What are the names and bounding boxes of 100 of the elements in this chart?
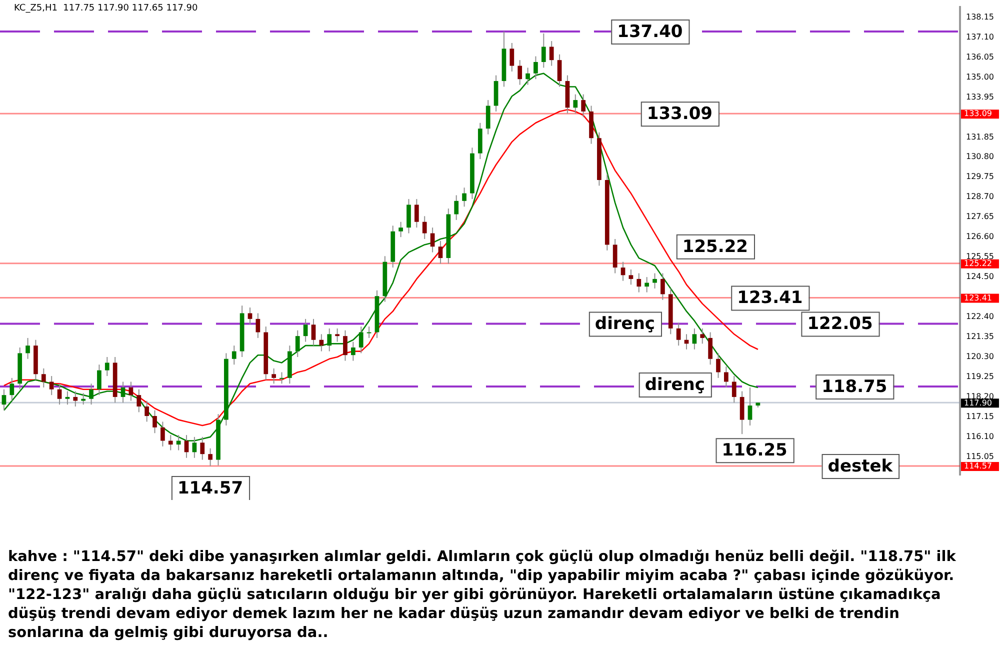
y-tick-label: 120.30 (966, 352, 994, 362)
y-tick-label: 119.25 (966, 372, 994, 382)
ref-line-label: 122.05 (807, 314, 873, 334)
candlestick (358, 326, 364, 354)
candlestick (168, 434, 173, 451)
ref-line-label: 133.09 (646, 104, 712, 124)
candlestick (200, 436, 205, 460)
candlestick (692, 328, 697, 350)
candlestick (343, 330, 348, 362)
candlestick (644, 276, 650, 293)
candlestick (160, 421, 165, 447)
candlestick (97, 364, 102, 396)
candlestick (319, 334, 324, 352)
candlestick (422, 216, 427, 240)
y-tick-label: 129.75 (966, 172, 994, 182)
candlestick (26, 337, 30, 360)
text: 117.90 (964, 398, 992, 408)
annotation: 116.25 (722, 440, 788, 461)
candlestick (57, 383, 62, 406)
candlestick (620, 261, 626, 282)
y-tick-label: 130.80 (966, 152, 994, 162)
y-tick-label: 137.10 (966, 32, 994, 42)
candlestick (280, 372, 284, 384)
candlestick (327, 328, 332, 352)
y-tick-label: 125.55 (966, 252, 994, 262)
ref-line-label: 123.41 (737, 288, 803, 308)
candlestick (104, 356, 110, 377)
candlestick (518, 60, 522, 86)
candlestick (549, 40, 554, 66)
candlestick (510, 42, 514, 72)
y-tick-label: 122.40 (966, 312, 994, 322)
y-tick-label: 133.95 (966, 92, 994, 102)
text: 133.09 (964, 109, 992, 118)
candlestick (660, 272, 665, 300)
candlestick (311, 318, 316, 346)
text: 125.22 (964, 258, 992, 268)
candlestick (676, 322, 681, 346)
candlestick (581, 94, 586, 118)
candlestick (406, 198, 411, 234)
candlestick (232, 345, 236, 366)
candlestick (573, 94, 578, 114)
ref-line-label: 137.40 (617, 22, 683, 42)
y-tick-label: 126.60 (966, 232, 994, 242)
candlestick (10, 377, 14, 402)
candlestick (628, 268, 634, 286)
y-tick-label: 131.85 (966, 132, 994, 142)
candlestick (120, 381, 126, 404)
candlestick (272, 368, 276, 384)
candlestick (136, 388, 142, 413)
candlestick (732, 376, 736, 404)
candlestick (716, 352, 720, 378)
ref-line-label: 114.57 (177, 478, 244, 498)
candlestick (303, 318, 308, 342)
y-tick-label: 117.15 (966, 412, 994, 422)
candlestick (89, 383, 94, 406)
y-tick-label: 115.05 (966, 452, 994, 461)
y-tick-label: 127.65 (966, 212, 994, 222)
ref-line-label: 118.75 (822, 376, 888, 397)
annotation: direnç (644, 374, 705, 395)
candlestick (295, 330, 300, 358)
candlestick (541, 32, 546, 68)
candlestick (152, 410, 157, 434)
candlestick (557, 54, 562, 88)
y-tick-label: 128.70 (966, 192, 994, 202)
candlestick (366, 326, 372, 338)
candlestick (462, 187, 466, 208)
candlestick (454, 194, 459, 220)
candlestick (740, 390, 744, 435)
chart-title: KC_Z5,H1 117.75 117.90 117.65 117.90 (14, 3, 198, 14)
candlestick (724, 366, 728, 388)
annotation: destek (828, 456, 894, 476)
y-tick-label: 135.00 (966, 72, 994, 82)
y-tick-label: 136.05 (966, 52, 994, 62)
candlestick (398, 221, 403, 238)
candlestick (256, 312, 260, 338)
annotation: direnç (594, 314, 656, 334)
candlestick (652, 272, 657, 289)
candlestick (144, 400, 150, 422)
candlestick (414, 198, 419, 228)
candlestick (335, 328, 340, 342)
candlestick (438, 240, 443, 264)
candlestick (612, 238, 618, 274)
candlestick (248, 307, 252, 326)
candlestick (41, 368, 46, 388)
candlestick (73, 390, 78, 407)
candlestick (65, 390, 70, 406)
ref-line-label: 125.22 (682, 236, 748, 257)
candlestick (700, 328, 705, 344)
candlestick (49, 376, 54, 396)
y-tick-label: 121.35 (966, 332, 994, 342)
text: 123.41 (964, 293, 992, 302)
candlestick (748, 386, 752, 426)
candlestick (486, 100, 490, 135)
candlestick (81, 392, 86, 406)
text: kahve : "114.57" deki dibe yanaşırken alımlar geldi. Alımların çok güçlü olup olmadığı henüz belli değil. "118.75" ilk direnç ve fiyata da bakarsanız hareketli ortalamanın altında, "dip yapabilir miyim acaba ?" çabası içinde gözüküyor. "122-123" aralığı daha güçlü satıcıların olduğu bir yer gibi görünüyor. Hareketli ortalamaların üstüne çıkamadıkça düşüş trendi devam ediyor demek lazım her ne kadar düşüş uzun zamandır devam ediyor ve belki de trendin sonlarına da gelmiş gibi duruyorsa da.. (8, 548, 957, 643)
candlestick (708, 332, 712, 366)
y-tick-label: 138.15 (966, 12, 994, 22)
candlestick (350, 341, 356, 362)
text: 114.57 (964, 462, 992, 471)
candlestick (128, 381, 134, 402)
